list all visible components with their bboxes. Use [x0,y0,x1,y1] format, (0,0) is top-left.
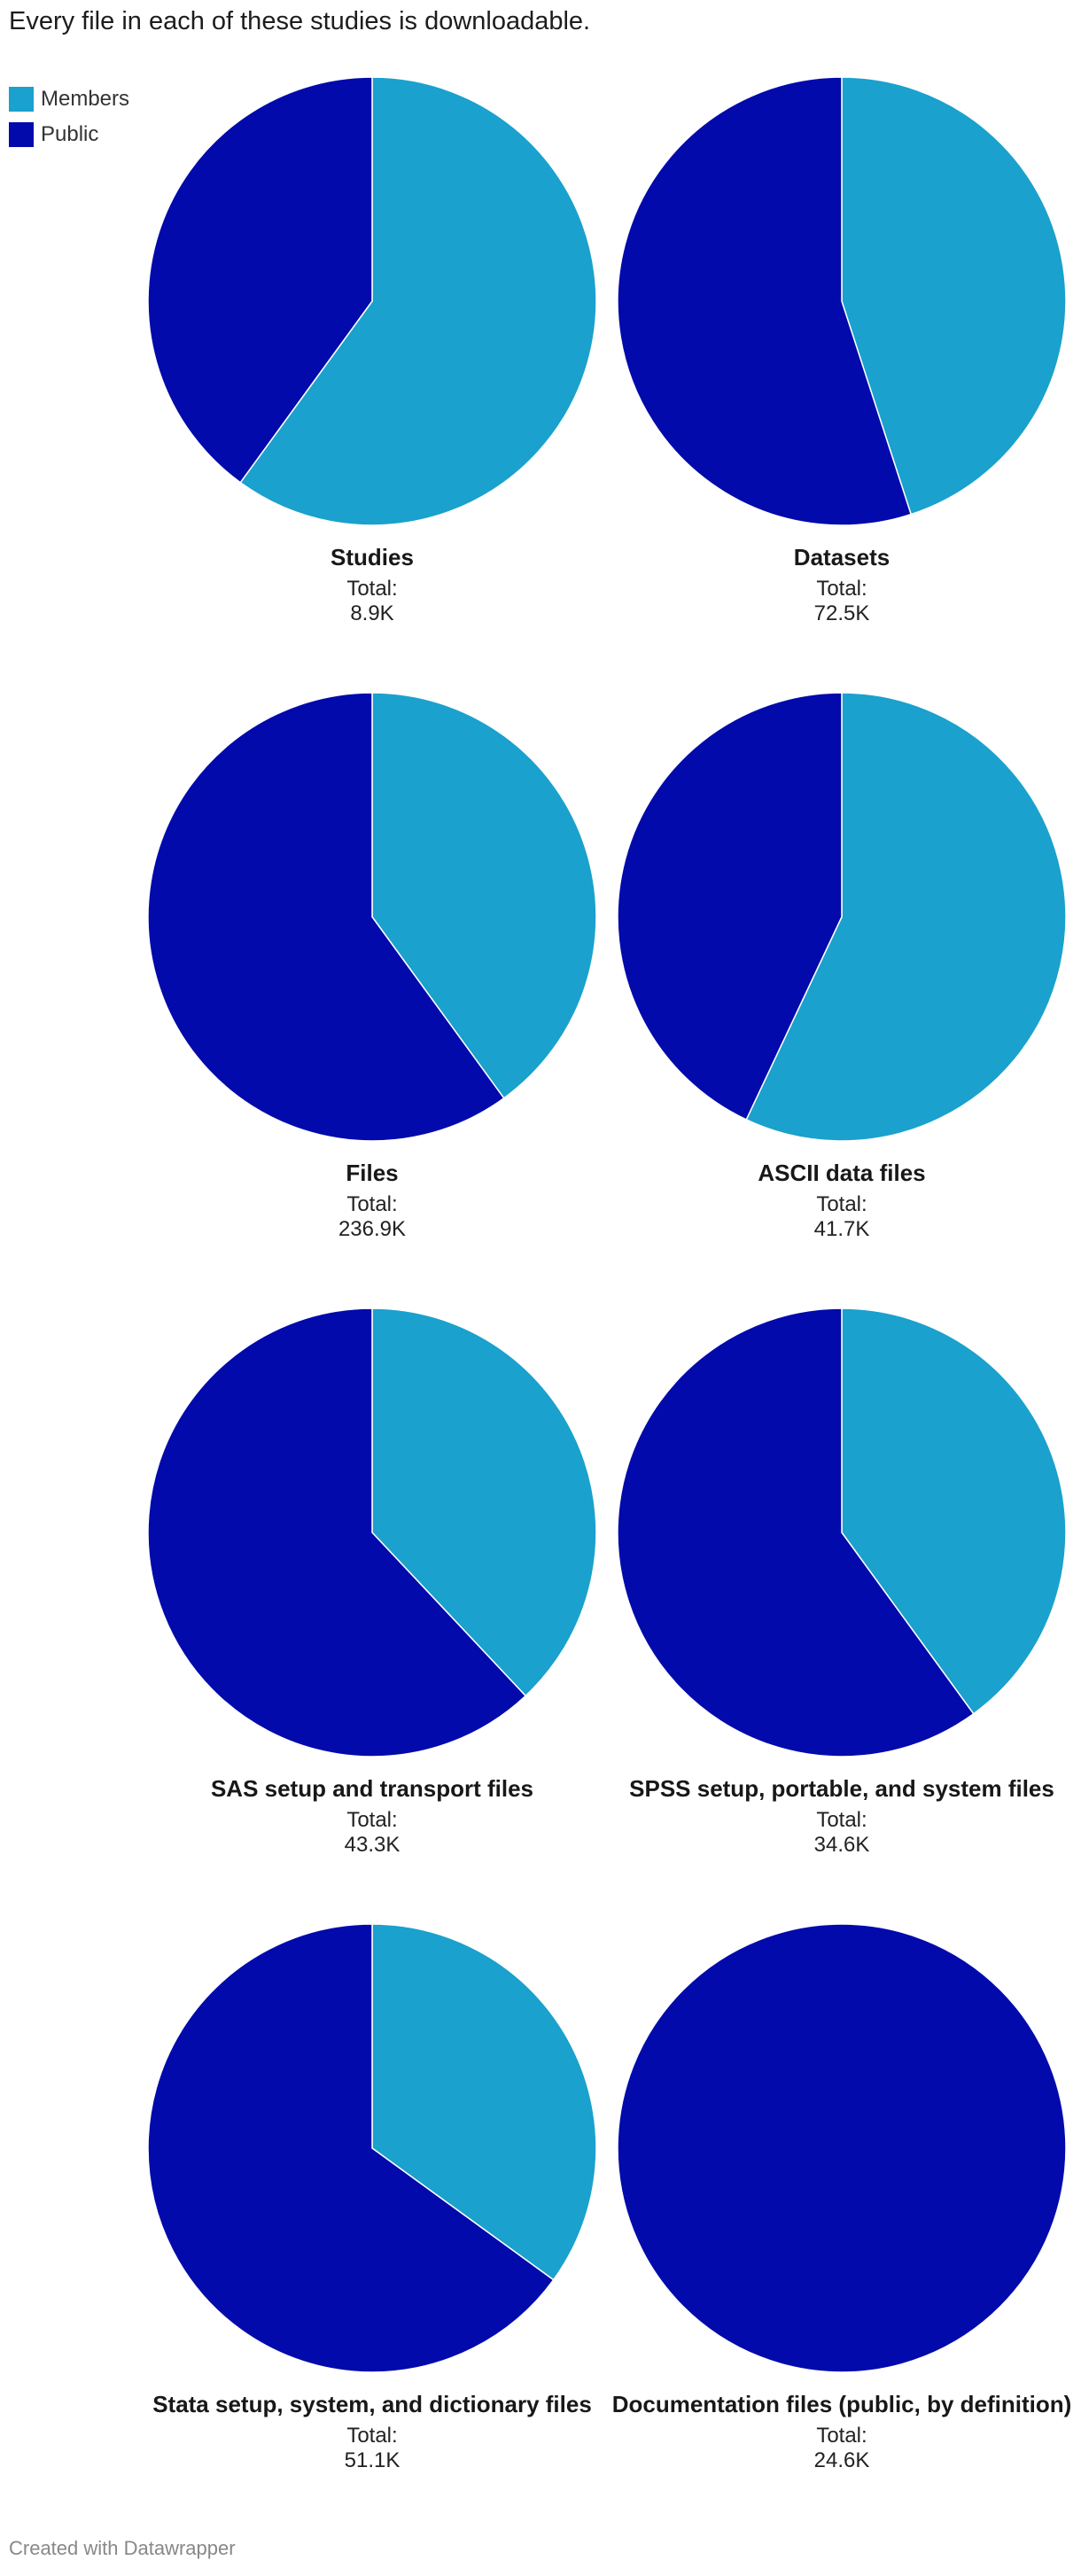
pie-slice-public [617,1307,975,1757]
pie-chart-8: Documentation files (public, by definiti… [607,1922,1077,2473]
pie-title: Datasets [793,544,890,570]
pie-total-value: 236.9K [338,1217,407,1241]
pie-chart-5: SAS setup and transport files Total: 43.3K [137,1307,607,1858]
pie-chart-1: Studies Total: 8.9K [137,75,607,626]
pie-slice-members [371,1307,597,1697]
pie-title: Files [346,1160,399,1186]
pie-svg [147,1307,597,1757]
pie-svg [617,1923,1067,2373]
pie-slice-public [617,76,913,526]
pie-total-value: 43.3K [344,1833,401,1857]
pie-total-label: Total: [816,1192,867,1216]
pie-chart-3: Files Total: 236.9K [137,691,607,1242]
pie-chart-7: Stata setup, system, and dictionary file… [137,1922,607,2473]
pie-title: ASCII data files [758,1160,926,1186]
pie-total-value: 51.1K [344,2448,401,2472]
pie-total-label: Total: [346,577,398,601]
pie-total-label: Total: [346,1808,398,1832]
legend-swatch-members [9,87,34,112]
pie-slice-public [147,76,373,484]
pie-slice-public [147,1923,555,2373]
pie-svg [147,1923,597,2373]
pie-total-label: Total: [346,1192,398,1216]
pie-svg [617,1307,1067,1757]
pie-total-label: Total: [816,1808,867,1832]
legend: Members Public [9,81,129,152]
chart-subtitle: Every file in each of these studies is d… [9,7,591,35]
pie-svg [147,692,597,1142]
pie-total-value: 41.7K [813,1217,870,1241]
pie-total-label: Total: [346,2424,398,2448]
legend-label-public: Public [41,122,99,146]
legend-swatch-public [9,122,34,147]
pie-slice-public [617,1923,1067,2373]
pie-svg [147,76,597,526]
pie-title: Studies [331,544,414,570]
footer-credit: Created with Datawrapper [9,2537,236,2559]
pie-title: Documentation files (public, by definiti… [611,2391,1072,2417]
pie-svg [617,76,1067,526]
pie-chart-2: Datasets Total: 72.5K [607,75,1077,626]
pie-slice-members [841,1307,1067,1715]
pie-title: SPSS setup, portable, and system files [629,1775,1054,1802]
pie-slice-members [371,692,597,1099]
pie-total-value: 8.9K [350,601,394,625]
legend-item-members: Members [9,81,129,117]
pie-slice-members [745,692,1067,1142]
pie-chart-4: ASCII data files Total: 41.7K [607,691,1077,1242]
pie-slice-public [147,1307,527,1757]
pie-slice-public [617,692,843,1121]
pie-total-value: 24.6K [813,2448,870,2472]
pie-total-label: Total: [816,577,867,601]
pie-slice-public [147,692,505,1142]
pie-title: SAS setup and transport files [210,1775,534,1802]
pie-title: Stata setup, system, and dictionary file… [152,2391,592,2417]
pie-chart-6: SPSS setup, portable, and system files To… [607,1307,1077,1858]
legend-label-members: Members [41,87,130,111]
pie-slice-members [371,1923,597,2281]
pie-slice-members [239,76,597,526]
pie-total-value: 72.5K [813,601,870,625]
pie-svg [617,692,1067,1142]
pie-total-value: 34.6K [813,1833,870,1857]
pie-slice-members [841,76,1067,516]
legend-item-public: Public [9,117,129,152]
pie-total-label: Total: [816,2424,867,2448]
